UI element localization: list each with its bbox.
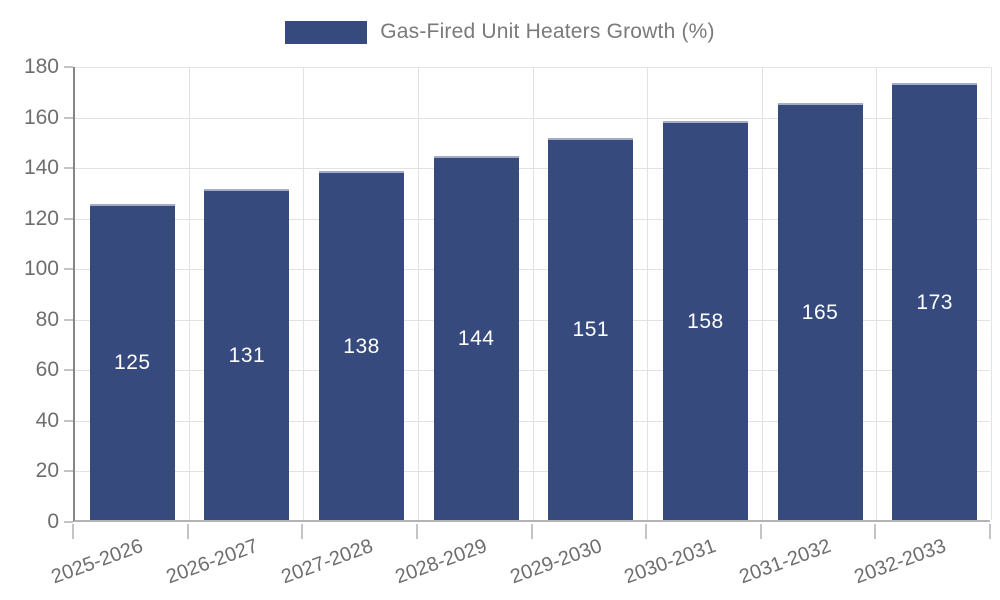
bar: 151: [548, 138, 634, 520]
v-gridline: [417, 67, 419, 520]
y-tick-mark: [64, 66, 73, 68]
bar-value-label: 138: [343, 334, 380, 358]
bar-value-label: 173: [916, 290, 953, 314]
v-gridline: [532, 67, 534, 520]
legend-label: Gas-Fired Unit Heaters Growth (%): [380, 20, 715, 43]
x-tick-mark: [645, 524, 648, 539]
y-tick-mark: [64, 521, 73, 523]
v-gridline: [303, 67, 305, 520]
y-tick-mark: [64, 419, 73, 422]
bar-value-label: 125: [114, 351, 151, 374]
x-tick-mark: [186, 524, 189, 539]
x-tick-mark: [530, 524, 533, 539]
bar: 125: [89, 204, 175, 520]
y-tick-label: 20: [35, 459, 59, 483]
bar: 131: [204, 189, 290, 520]
y-tick-label: 100: [23, 257, 59, 281]
bar-value-label: 131: [228, 343, 266, 367]
bar: 173: [892, 83, 978, 520]
bar-value-label: 165: [801, 300, 839, 324]
legend-swatch: [285, 20, 368, 44]
bar-value-label: 144: [457, 327, 495, 350]
bar: 158: [662, 121, 748, 520]
legend: Gas-Fired Unit Heaters Growth (%): [0, 14, 1000, 50]
bar-value-label: 158: [687, 309, 724, 333]
y-tick-label: 60: [35, 358, 59, 382]
x-tick-mark: [989, 524, 991, 539]
y-tick-label: 0: [47, 510, 59, 533]
y-tick-label: 80: [35, 307, 59, 331]
v-gridline: [761, 67, 763, 520]
y-tick-label: 120: [23, 206, 59, 230]
y-tick-mark: [64, 167, 73, 170]
y-tick-label: 160: [23, 105, 59, 129]
bar: 165: [777, 103, 863, 520]
y-tick-mark: [64, 470, 73, 473]
v-gridline: [647, 67, 649, 520]
plot-area: 125 131 138 144 151 158 165 173: [73, 67, 992, 522]
bar-value-label: 151: [572, 318, 610, 341]
y-tick-mark: [64, 116, 73, 119]
y-tick-mark: [64, 268, 73, 271]
bar: 144: [433, 156, 519, 520]
x-tick-mark: [301, 524, 304, 539]
v-gridline: [876, 67, 878, 520]
x-tick-mark: [759, 524, 762, 539]
y-tick-label: 140: [23, 156, 59, 180]
y-tick-mark: [64, 217, 73, 220]
v-gridline: [188, 67, 190, 520]
y-tick-label: 40: [35, 408, 59, 432]
x-tick-mark: [415, 524, 418, 539]
v-gridline: [991, 67, 992, 520]
y-tick-label: 180: [23, 55, 59, 78]
bar: 138: [319, 171, 405, 520]
y-tick-mark: [64, 318, 73, 321]
x-tick-mark: [72, 524, 74, 539]
y-tick-mark: [64, 369, 73, 372]
x-tick-mark: [874, 524, 877, 539]
